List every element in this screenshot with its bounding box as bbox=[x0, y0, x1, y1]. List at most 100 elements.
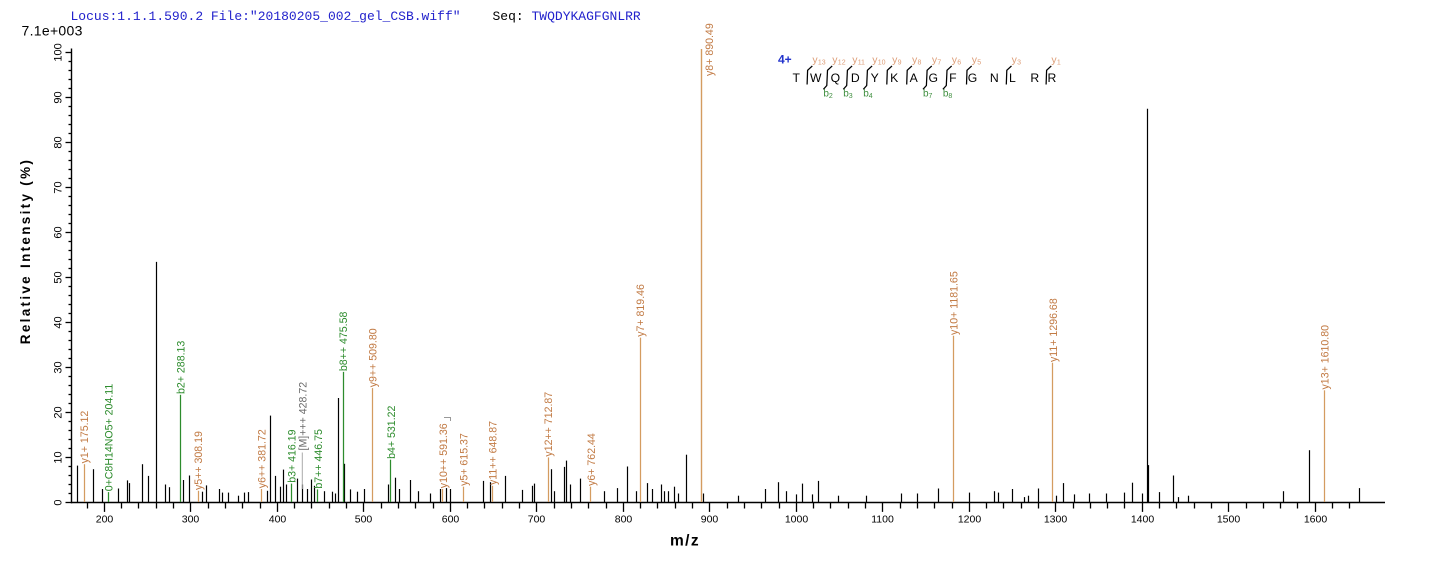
svg-text:30: 30 bbox=[53, 361, 65, 373]
svg-text:y: y bbox=[1012, 54, 1018, 66]
svg-text:4+: 4+ bbox=[778, 53, 792, 67]
svg-text:7.1e+003: 7.1e+003 bbox=[22, 23, 83, 39]
svg-text:1: 1 bbox=[1057, 60, 1061, 67]
svg-text:6: 6 bbox=[957, 60, 961, 67]
svg-text:b: b bbox=[943, 89, 949, 100]
svg-text:y1+ 175.12: y1+ 175.12 bbox=[79, 411, 91, 464]
svg-text:600: 600 bbox=[442, 513, 460, 525]
svg-text:1500: 1500 bbox=[1217, 513, 1241, 525]
svg-text:3: 3 bbox=[1017, 60, 1021, 67]
svg-text:y: y bbox=[952, 54, 958, 66]
svg-text:Q: Q bbox=[831, 71, 840, 85]
svg-text:b2+ 288.13: b2+ 288.13 bbox=[176, 341, 188, 394]
svg-text:1100: 1100 bbox=[871, 513, 894, 525]
svg-text:10: 10 bbox=[878, 60, 886, 67]
svg-text:y: y bbox=[1051, 54, 1057, 66]
svg-text:A: A bbox=[910, 71, 919, 85]
svg-text:b: b bbox=[863, 89, 869, 100]
svg-text:y6+ 762.44: y6+ 762.44 bbox=[586, 433, 598, 486]
svg-text:R: R bbox=[1030, 71, 1039, 85]
svg-text:2: 2 bbox=[829, 93, 833, 100]
svg-text:T: T bbox=[792, 71, 800, 85]
svg-text:y: y bbox=[912, 54, 918, 66]
svg-text:10: 10 bbox=[53, 451, 65, 463]
svg-text:y5++ 308.19: y5++ 308.19 bbox=[193, 431, 205, 490]
svg-text:y8+ 890.49: y8+ 890.49 bbox=[704, 23, 716, 76]
svg-text:y: y bbox=[832, 54, 838, 66]
svg-text:0+C8H14NO5+ 204.11: 0+C8H14NO5+ 204.11 bbox=[104, 384, 116, 492]
svg-text:1400: 1400 bbox=[1131, 513, 1155, 525]
svg-text:90: 90 bbox=[53, 91, 65, 103]
svg-text:40: 40 bbox=[53, 316, 65, 328]
svg-text:13: 13 bbox=[818, 60, 826, 67]
svg-text:y11++ 648.87: y11++ 648.87 bbox=[488, 421, 500, 485]
svg-text:0: 0 bbox=[53, 499, 65, 505]
svg-text:K: K bbox=[890, 71, 898, 85]
svg-text:70: 70 bbox=[53, 181, 65, 193]
svg-text:60: 60 bbox=[53, 226, 65, 238]
svg-text:80: 80 bbox=[53, 136, 65, 148]
svg-text:700: 700 bbox=[528, 513, 546, 525]
svg-text:900: 900 bbox=[701, 513, 719, 525]
svg-text:b: b bbox=[843, 89, 849, 100]
svg-text:G: G bbox=[968, 71, 977, 85]
svg-text:7: 7 bbox=[929, 93, 933, 100]
svg-text:Locus:1.1.1.590.2 File:"201802: Locus:1.1.1.590.2 File:"20180205_002_gel… bbox=[71, 9, 461, 24]
svg-text:8: 8 bbox=[918, 60, 922, 67]
svg-text:G: G bbox=[929, 71, 938, 85]
svg-text:L: L bbox=[1009, 71, 1016, 85]
svg-text:y10++ 591.36: y10++ 591.36 bbox=[438, 423, 450, 488]
svg-text:W: W bbox=[810, 71, 822, 85]
svg-text:TWQDYKAGFGNLRR: TWQDYKAGFGNLRR bbox=[532, 9, 641, 24]
svg-text:3: 3 bbox=[849, 93, 853, 100]
svg-text:y: y bbox=[852, 54, 858, 66]
svg-text:300: 300 bbox=[182, 513, 200, 525]
svg-text:7: 7 bbox=[937, 60, 941, 67]
svg-text:R: R bbox=[1047, 71, 1056, 85]
svg-text:12: 12 bbox=[838, 60, 846, 67]
svg-text:y7+ 819.46: y7+ 819.46 bbox=[635, 284, 647, 337]
svg-text:Relative Intensity (%): Relative Intensity (%) bbox=[18, 158, 33, 344]
svg-text:b7++ 446.75: b7++ 446.75 bbox=[313, 429, 325, 489]
svg-text:100: 100 bbox=[53, 43, 65, 61]
svg-text:4: 4 bbox=[869, 93, 873, 100]
svg-text:800: 800 bbox=[615, 513, 633, 525]
svg-text:1000: 1000 bbox=[785, 513, 809, 525]
svg-text:N: N bbox=[990, 71, 999, 85]
svg-text:D: D bbox=[851, 71, 860, 85]
svg-text:b8++ 475.58: b8++ 475.58 bbox=[338, 311, 350, 371]
svg-text:50: 50 bbox=[53, 271, 65, 283]
svg-text:[M]+++ 428.72: [M]+++ 428.72 bbox=[297, 382, 309, 451]
svg-text:y5+ 615.37: y5+ 615.37 bbox=[459, 433, 471, 486]
svg-text:20: 20 bbox=[53, 406, 65, 418]
svg-text:9: 9 bbox=[898, 60, 902, 67]
svg-text:y: y bbox=[892, 54, 898, 66]
svg-text:Seq:: Seq: bbox=[493, 9, 524, 24]
svg-text:1200: 1200 bbox=[958, 513, 982, 525]
svg-text:y: y bbox=[932, 54, 938, 66]
svg-text:y9++ 509.80: y9++ 509.80 bbox=[367, 328, 379, 387]
svg-text:200: 200 bbox=[96, 513, 114, 525]
svg-text:y6++ 381.72: y6++ 381.72 bbox=[257, 429, 269, 488]
svg-text:Y: Y bbox=[871, 71, 879, 85]
svg-text:y: y bbox=[872, 54, 878, 66]
svg-text:1600: 1600 bbox=[1304, 513, 1328, 525]
svg-text:5: 5 bbox=[977, 60, 981, 67]
svg-text:b: b bbox=[823, 89, 829, 100]
svg-text:y: y bbox=[812, 54, 818, 66]
svg-text:11: 11 bbox=[858, 60, 865, 67]
svg-text:y: y bbox=[972, 54, 978, 66]
svg-text:b4+ 531.22: b4+ 531.22 bbox=[386, 405, 398, 458]
svg-text:b: b bbox=[923, 89, 929, 100]
svg-text:8: 8 bbox=[948, 93, 952, 100]
svg-text:500: 500 bbox=[355, 513, 373, 525]
svg-text:1300: 1300 bbox=[1044, 513, 1068, 525]
svg-text:y11+ 1296.68: y11+ 1296.68 bbox=[1048, 298, 1060, 362]
svg-text:y12++ 712.87: y12++ 712.87 bbox=[543, 392, 555, 457]
svg-text:400: 400 bbox=[269, 513, 287, 525]
svg-text:y10+ 1181.65: y10+ 1181.65 bbox=[949, 271, 961, 335]
svg-text:F: F bbox=[949, 71, 956, 85]
svg-text:b3+ 416.19: b3+ 416.19 bbox=[286, 429, 298, 482]
svg-text:m/z: m/z bbox=[670, 533, 700, 550]
svg-text:y13+ 1610.80: y13+ 1610.80 bbox=[1320, 325, 1332, 390]
